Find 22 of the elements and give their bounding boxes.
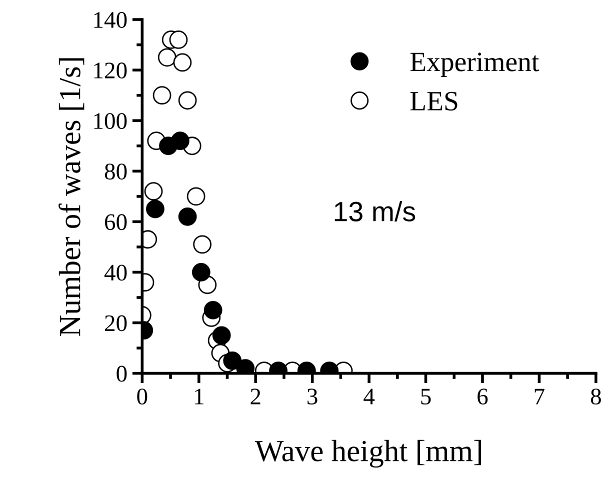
y-tick-label: 80 xyxy=(104,164,127,180)
y-tick-label: 100 xyxy=(94,113,127,130)
x-tick-label: 8 xyxy=(590,388,601,405)
y-tick-label: 40 xyxy=(104,264,127,281)
x-tick-label: 3 xyxy=(308,388,318,405)
y-tick-label: 60 xyxy=(104,214,127,230)
annotation: 13 m/s xyxy=(334,201,416,222)
x-tick-label: 0 xyxy=(137,388,148,405)
legend-label: Experiment xyxy=(410,52,539,77)
x-tick-label: 7 xyxy=(534,388,544,404)
x-tick-label: 4 xyxy=(364,388,375,404)
y-tick-label: 20 xyxy=(105,315,127,332)
y-tick-label: 120 xyxy=(94,62,127,78)
x-tick-label: 2 xyxy=(250,388,260,404)
x-tick-label: 1 xyxy=(195,388,204,404)
legend-label: LES xyxy=(410,92,458,111)
y-tick-label: 0 xyxy=(116,366,127,382)
y-tick-label: 140 xyxy=(94,12,127,28)
y-axis-title: Number of waves [1/s] xyxy=(58,58,84,336)
x-tick-label: 5 xyxy=(421,388,431,405)
x-tick-label: 6 xyxy=(478,388,488,405)
x-axis-title: Wave height [mm] xyxy=(254,440,481,468)
